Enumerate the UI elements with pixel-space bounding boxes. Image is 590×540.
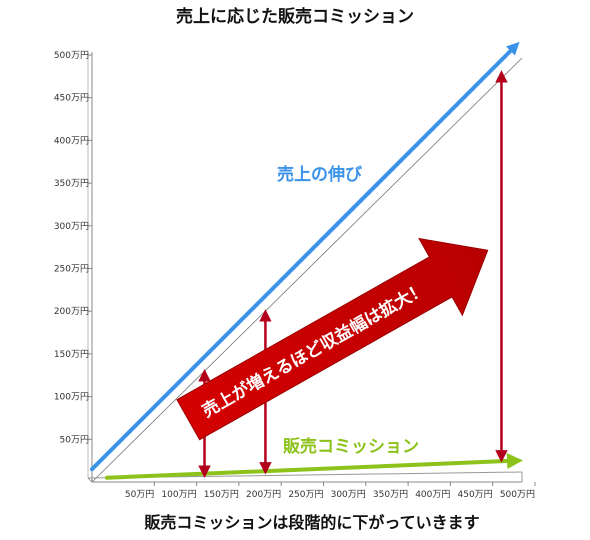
y-tick-label: 350万円 (54, 178, 89, 189)
x-tick-label: 200万円 (246, 489, 281, 500)
y-tick-label: 400万円 (54, 135, 89, 146)
y-tick-label: 300万円 (54, 221, 89, 232)
x-tick-label: 100万円 (161, 489, 196, 500)
y-tick-label: 250万円 (54, 264, 89, 275)
chart-title: 売上に応じた販売コミッション (176, 6, 414, 27)
y-tick-label: 50万円 (60, 434, 89, 445)
x-tick-label: 150万円 (204, 489, 239, 500)
series-label-commission: 販売コミッション (283, 436, 419, 457)
chart-footer: 販売コミッションは段階的に下がっていきます (144, 513, 479, 532)
x-tick-label: 350万円 (373, 489, 408, 500)
annotation-text: 売上が増えるほど収益幅は拡大！ (198, 278, 430, 422)
x-axis-ticks: 50万円 100万円 150万円 200万円 250万円 300万円 350万円 400万円 4… (125, 482, 536, 500)
x-tick-label: 250万円 (288, 489, 323, 500)
series-label-sales: 売上の伸び (277, 164, 362, 185)
y-axis-ticks: 50万円 100万円 150万円 200万円 250万円 300万円 350万円 400万円 4… (54, 50, 92, 445)
x-tick-label: 500万円 (500, 489, 535, 500)
x-tick-label: 450万円 (458, 489, 493, 500)
x-tick-label: 400万円 (415, 489, 450, 500)
y-tick-label: 500万円 (54, 50, 89, 61)
series-line-commission (105, 452, 523, 480)
y-tick-label: 150万円 (54, 349, 89, 360)
annotation-arrow: 売上が増えるほど収益幅は拡大！ (176, 237, 489, 441)
x-tick-label: 50万円 (125, 489, 154, 500)
y-tick-label: 100万円 (54, 392, 89, 403)
y-tick-label: 450万円 (54, 93, 89, 104)
y-tick-label: 200万円 (54, 306, 89, 317)
x-tick-label: 300万円 (331, 489, 366, 500)
series-line-sales (90, 41, 520, 472)
